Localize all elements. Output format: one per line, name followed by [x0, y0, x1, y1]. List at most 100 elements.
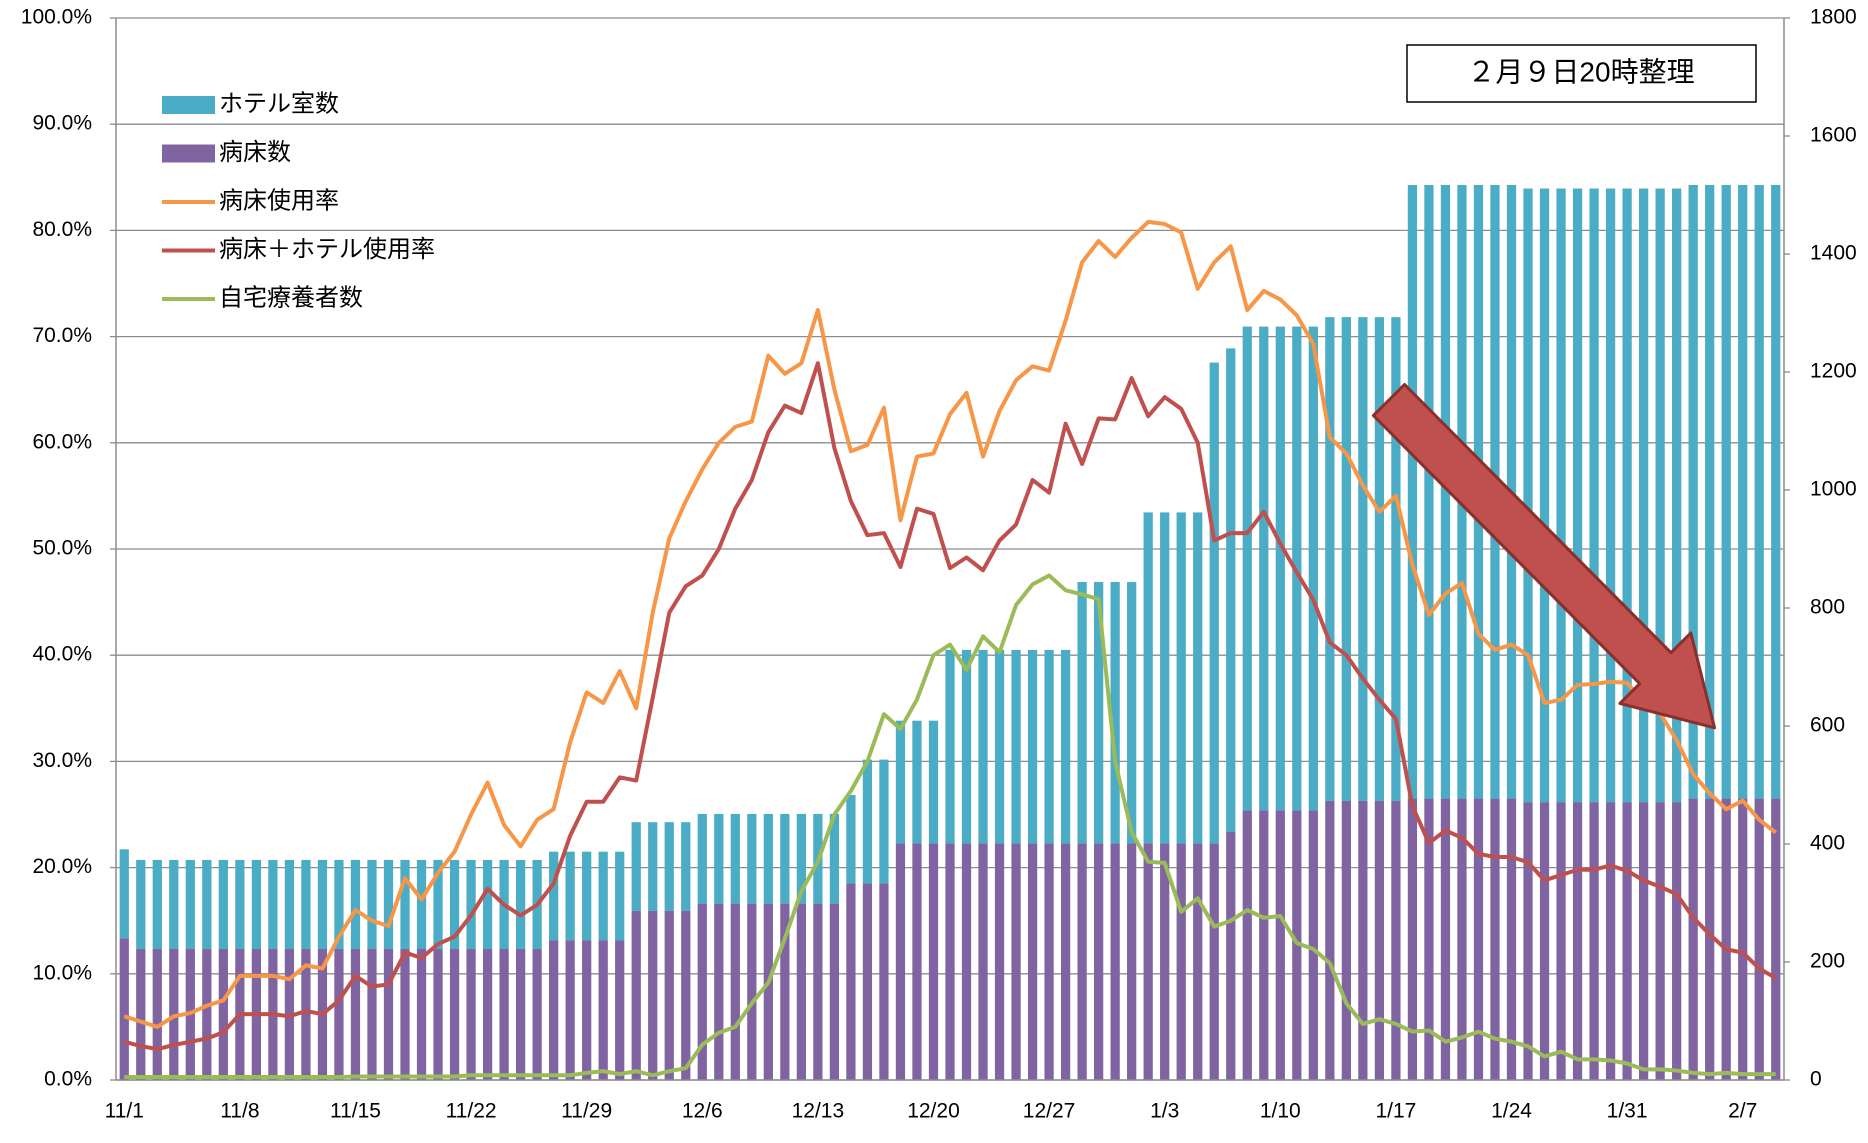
- y-tick-label: 80.0%: [32, 218, 92, 241]
- bar-segment: [1044, 843, 1054, 1080]
- bar-segment: [978, 843, 988, 1080]
- y2-tick-label: 400: [1810, 832, 1845, 855]
- bar-segment: [813, 903, 823, 1080]
- bar-segment: [1539, 802, 1550, 1080]
- bar-segment: [1027, 843, 1038, 1080]
- bar-segment: [1506, 798, 1517, 1080]
- y-tick-label: 20.0%: [32, 855, 92, 878]
- bar-segment: [1440, 798, 1451, 1080]
- bar-segment: [928, 720, 939, 844]
- x-tick-label: 11/15: [330, 1100, 381, 1123]
- bar-segment: [1160, 843, 1170, 1080]
- bar-segment: [681, 910, 691, 1080]
- bar-segment: [1440, 184, 1451, 799]
- bar-segment: [582, 940, 592, 1080]
- bar-segment: [1060, 649, 1071, 844]
- bar-segment: [1242, 810, 1252, 1080]
- bar-segment: [747, 903, 757, 1080]
- bar-segment: [152, 949, 162, 1080]
- bar-segment: [1655, 188, 1665, 803]
- bar-segment: [1094, 582, 1104, 844]
- bar-segment: [1325, 800, 1335, 1080]
- bar-segment: [1638, 188, 1649, 803]
- bar-segment: [284, 859, 295, 950]
- line-series: [124, 573, 1776, 1080]
- bar-segment: [714, 813, 724, 904]
- bar-segment: [615, 851, 625, 941]
- x-tick-label: 1/10: [1260, 1100, 1301, 1123]
- bar-segment: [400, 859, 410, 950]
- bar-segment: [152, 859, 162, 950]
- y2-tick-label: 1800: [1810, 6, 1857, 29]
- arrow-shape: [1371, 382, 1717, 730]
- annotation-box: [1406, 44, 1757, 103]
- bar-segment: [1407, 184, 1418, 799]
- bar-segment: [730, 903, 740, 1080]
- bar-segment: [1060, 843, 1071, 1080]
- bar-segment: [1738, 798, 1748, 1080]
- bar-segment: [350, 859, 361, 950]
- bar-segment: [780, 813, 790, 904]
- bar-segment: [631, 910, 641, 1080]
- legend-label: ホテル室数: [219, 90, 339, 117]
- bar-segment: [912, 843, 922, 1080]
- bar-segment: [185, 859, 195, 950]
- bar-segment: [714, 903, 724, 1080]
- x-tick-label: 1/24: [1491, 1100, 1532, 1123]
- y-tick-label: 60.0%: [32, 430, 92, 453]
- bar-segment: [1771, 184, 1781, 799]
- y2-tick-label: 600: [1810, 714, 1845, 737]
- lines: [123, 219, 1777, 1080]
- bar-segment: [449, 859, 460, 950]
- bar-segment: [1523, 802, 1533, 1080]
- legend-label: 病床使用率: [219, 187, 339, 214]
- y2-tick-label: 200: [1810, 950, 1845, 973]
- bar-segment: [1226, 348, 1236, 832]
- bar-segment: [1341, 800, 1351, 1080]
- bar-segment: [730, 813, 740, 904]
- x-tick-label: 11/8: [220, 1100, 259, 1123]
- bar-segment: [928, 843, 939, 1080]
- bar-segment: [169, 859, 179, 950]
- bar-segment: [268, 859, 278, 950]
- bar-segment: [895, 843, 906, 1080]
- bar-segment: [1572, 802, 1583, 1080]
- bar-segment: [1738, 184, 1748, 799]
- bar-segment: [796, 813, 806, 904]
- bar-segment: [482, 949, 493, 1080]
- bar-segment: [1622, 188, 1632, 803]
- bar-segment: [846, 883, 856, 1080]
- bar-segment: [1688, 184, 1698, 799]
- bar-segment: [136, 949, 146, 1080]
- bar-segment: [1127, 843, 1137, 1080]
- bar-segment: [119, 849, 129, 939]
- bar-segment: [697, 903, 707, 1080]
- bar-segment: [549, 940, 559, 1080]
- y-tick-label: 40.0%: [32, 643, 92, 666]
- bar-segment: [879, 883, 889, 1080]
- y2-tick-label: 1200: [1810, 360, 1857, 383]
- bar-segment: [235, 859, 245, 950]
- bar-segment: [1094, 843, 1104, 1080]
- bar-segment: [1110, 843, 1120, 1080]
- bar-segment: [1589, 188, 1599, 803]
- bar-segment: [615, 940, 625, 1080]
- bar-segment: [1143, 843, 1153, 1080]
- bar-segment: [961, 649, 972, 844]
- bar-segment: [1193, 843, 1203, 1080]
- bar-segment: [1424, 798, 1434, 1080]
- bar-segment: [1721, 184, 1731, 799]
- bar-segment: [1754, 798, 1764, 1080]
- bar-segment: [202, 859, 212, 950]
- bar-segment: [367, 949, 377, 1080]
- bar-segment: [218, 859, 228, 950]
- bar-segment: [1688, 798, 1698, 1080]
- y-tick-label: 50.0%: [32, 537, 92, 560]
- bar-segment: [862, 883, 873, 1080]
- bar-segment: [862, 759, 873, 884]
- bar-segment: [994, 843, 1005, 1080]
- bar-segment: [1705, 798, 1715, 1080]
- bar-segment: [301, 949, 311, 1080]
- x-tick-label: 2/7: [1728, 1100, 1757, 1123]
- bar-segment: [1605, 802, 1616, 1080]
